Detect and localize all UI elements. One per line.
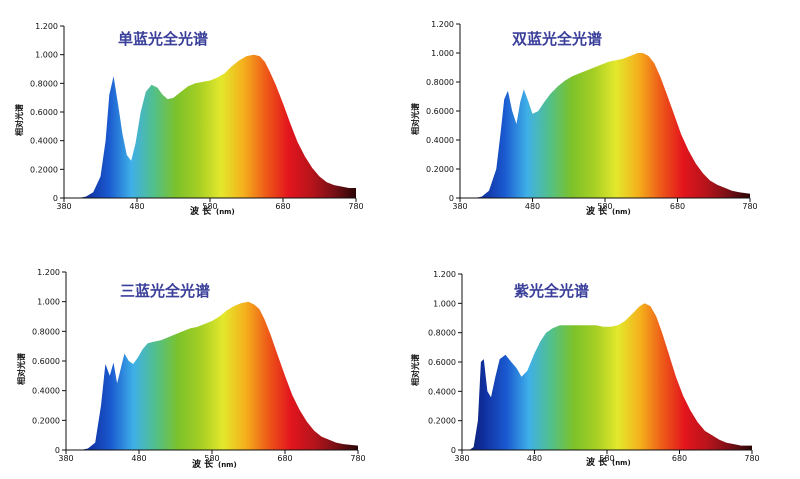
y-tick-label: 0.4000 <box>32 387 60 396</box>
y-tick-label: 0.6000 <box>32 357 60 366</box>
x-tick-label: 380 <box>58 454 73 463</box>
x-tick-label: 780 <box>744 454 759 463</box>
y-tick-label: 0.6000 <box>428 358 456 367</box>
x-tick-label: 380 <box>56 202 71 211</box>
y-tick-label: 0.6000 <box>30 108 58 117</box>
y-tick-label: 0.4000 <box>428 387 456 396</box>
spectrum-area <box>64 54 356 199</box>
x-tick-label: 480 <box>525 202 540 211</box>
chart-title: 三蓝光全光谱 <box>120 282 210 300</box>
chart-title: 紫光全光谱 <box>514 282 589 300</box>
x-axis-label: 波 长 <box>586 456 608 468</box>
x-axis-label: 波 长 <box>190 205 212 217</box>
y-tick-label: 0.2000 <box>426 165 454 174</box>
x-tick-label: 780 <box>348 202 363 211</box>
y-tick-label: 0 <box>53 194 58 203</box>
x-axis-unit: (nm) <box>612 459 631 467</box>
y-tick-label: 0 <box>55 446 60 455</box>
y-tick-label: 0 <box>451 446 456 455</box>
y-tick-label: 0.8000 <box>32 327 60 336</box>
x-tick-label: 680 <box>672 454 687 463</box>
x-tick-label: 380 <box>452 202 467 211</box>
chart-panel-2: 0 0.2000 0.4000 0.6000 0.8000 1.000 1.200 380 48… <box>410 20 758 217</box>
x-tick-label: 580 <box>202 202 217 211</box>
x-tick-label: 480 <box>129 202 144 211</box>
chart-panel-3: 0 0.2000 0.4000 0.6000 0.8000 1.000 1.200 380 48… <box>16 268 366 470</box>
y-tick-label: 0.8000 <box>30 79 58 88</box>
y-axis-label: 相对光谱 <box>14 104 24 136</box>
x-tick-label: 680 <box>277 454 292 463</box>
y-axis-label: 相对光谱 <box>410 354 420 386</box>
x-tick-label: 680 <box>275 202 290 211</box>
chart-panel-4: 0 0.2000 0.4000 0.6000 0.8000 1.000 1.200 380 48… <box>410 270 760 468</box>
spectrum-area <box>66 301 358 450</box>
y-tick-label: 0.4000 <box>30 137 58 146</box>
y-tick-label: 0 <box>449 194 454 203</box>
y-tick-label: 1.200 <box>37 268 60 277</box>
spectrum-area <box>460 53 750 198</box>
x-axis-label: 波 长 <box>586 205 608 217</box>
x-tick-label: 780 <box>742 202 757 211</box>
x-axis-unit: (nm) <box>612 208 631 216</box>
y-tick-label: 1.000 <box>35 51 58 60</box>
y-tick-label: 0.6000 <box>426 107 454 116</box>
y-tick-label: 0.8000 <box>428 329 456 338</box>
y-tick-label: 1.200 <box>431 20 454 29</box>
y-tick-label: 0.8000 <box>426 78 454 87</box>
x-tick-label: 480 <box>131 454 146 463</box>
y-tick-label: 1.200 <box>433 270 456 279</box>
y-tick-label: 0.2000 <box>30 165 58 174</box>
x-tick-label: 380 <box>454 454 469 463</box>
x-tick-label: 680 <box>670 202 685 211</box>
y-axis-label: 相对光谱 <box>16 353 26 385</box>
y-tick-label: 1.000 <box>431 49 454 58</box>
chart-title: 单蓝光全光谱 <box>118 30 208 48</box>
x-tick-label: 580 <box>597 202 612 211</box>
y-tick-label: 1.000 <box>433 299 456 308</box>
spectrum-area <box>462 303 752 450</box>
x-tick-label: 780 <box>350 454 365 463</box>
x-tick-label: 580 <box>204 454 219 463</box>
y-tick-label: 1.000 <box>37 298 60 307</box>
chart-panel-1: 0 0.2000 0.4000 0.6000 0.8000 1.000 1.200 380 48… <box>14 22 364 217</box>
y-tick-label: 0.2000 <box>32 416 60 425</box>
x-axis-label: 波 长 <box>192 458 214 470</box>
x-tick-label: 480 <box>527 454 542 463</box>
y-axis-label: 相对光谱 <box>410 103 420 135</box>
chart-title: 双蓝光全光谱 <box>512 30 602 48</box>
x-tick-label: 580 <box>599 454 614 463</box>
y-tick-label: 0.2000 <box>428 417 456 426</box>
x-axis-unit: (nm) <box>218 461 237 469</box>
y-tick-label: 1.200 <box>35 22 58 31</box>
y-tick-label: 0.4000 <box>426 136 454 145</box>
x-axis-unit: (nm) <box>216 208 235 216</box>
